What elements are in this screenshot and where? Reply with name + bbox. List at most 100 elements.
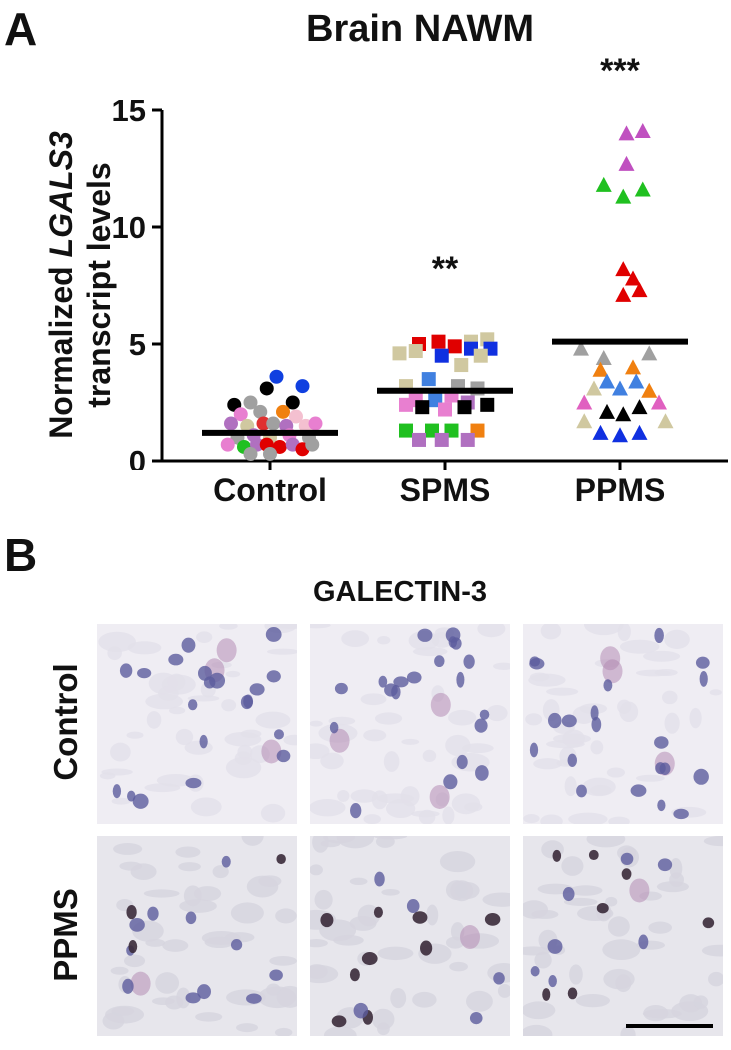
tissue-texture — [401, 738, 420, 745]
tissue-texture — [187, 695, 220, 702]
tissue-texture — [146, 711, 162, 729]
spms-point-1 — [431, 334, 446, 349]
nucleus — [197, 984, 211, 1000]
tissue-texture — [636, 774, 665, 782]
micrograph-ppms-1-image — [97, 836, 297, 1036]
ppms-point-4 — [615, 188, 632, 204]
nucleus — [406, 671, 422, 684]
nucleus — [273, 729, 284, 740]
spms-point-22 — [438, 402, 452, 417]
tissue-texture — [193, 886, 222, 902]
control-point-9 — [289, 409, 303, 424]
tissue-texture — [377, 1022, 390, 1036]
nucleus — [456, 754, 468, 770]
tissue-texture — [179, 899, 217, 913]
tissue-texture — [462, 743, 494, 754]
control-point-7 — [253, 404, 268, 419]
tissue-texture — [563, 897, 598, 906]
tissue-texture — [113, 843, 143, 855]
galectin-positive-nucleus — [349, 968, 360, 982]
tissue-texture — [693, 995, 709, 1009]
nucleus — [562, 887, 575, 902]
tissue-texture — [119, 861, 143, 871]
tissue-texture — [708, 971, 723, 987]
nucleus — [185, 777, 202, 789]
tissue-texture — [260, 803, 286, 823]
pink-cell — [629, 878, 650, 903]
ppms-point-20 — [576, 394, 593, 410]
nucleus — [603, 679, 613, 692]
ppms-point-10 — [573, 340, 589, 356]
ppms-point-27 — [612, 427, 628, 443]
tissue-texture — [363, 814, 381, 824]
micrograph-ppms-2-image — [310, 836, 510, 1036]
tissue-texture — [111, 797, 131, 805]
tissue-texture — [486, 705, 508, 722]
nucleus — [638, 934, 649, 950]
tissue-texture — [236, 1023, 259, 1033]
x-tick-label-ppms: PPMS — [574, 472, 666, 508]
tissue-texture — [703, 836, 723, 847]
ppms-point-25 — [576, 413, 593, 429]
scale-bar — [626, 1024, 713, 1028]
control-point-16 — [308, 416, 323, 431]
spms-point-21 — [415, 400, 430, 415]
nucleus — [185, 992, 201, 1004]
ppms-point-5 — [634, 181, 651, 197]
ppms-point-29 — [657, 413, 674, 429]
micrograph-control-3 — [523, 624, 723, 824]
nucleus — [384, 683, 398, 697]
nucleus — [620, 852, 634, 865]
tissue-texture — [575, 994, 610, 1008]
ppms-point-17 — [612, 380, 628, 396]
nucleus — [230, 939, 243, 951]
control-point-12 — [256, 416, 271, 431]
tissue-texture — [568, 885, 603, 896]
spms-point-25 — [399, 423, 413, 438]
control-point-22 — [220, 437, 235, 452]
tissue-texture — [540, 624, 562, 640]
significance-ppms: *** — [600, 52, 640, 90]
pink-cell — [459, 925, 480, 950]
ppms-point-1 — [634, 123, 651, 139]
ppms-point-11 — [595, 350, 612, 366]
nucleus — [695, 656, 710, 669]
ppms-point-0 — [618, 125, 635, 141]
tissue-texture — [266, 983, 281, 996]
tissue-texture — [374, 712, 403, 725]
tissue-texture — [255, 711, 291, 729]
spms-point-7 — [434, 348, 449, 363]
control-point-4 — [285, 395, 300, 410]
tissue-texture — [615, 974, 632, 993]
control-point-1 — [243, 395, 258, 410]
control-point-30 — [243, 446, 258, 461]
y-tick-label-10: 10 — [112, 210, 146, 245]
spms-point-11 — [473, 348, 488, 363]
spms-point-10 — [454, 358, 469, 373]
y-tick-label-15: 15 — [112, 93, 146, 128]
pink-cell — [216, 638, 237, 663]
tissue-texture — [375, 836, 395, 848]
micrograph-control-2 — [310, 624, 510, 824]
spms-point-12 — [421, 372, 436, 387]
tissue-texture — [617, 699, 632, 714]
galectin-positive-nucleus — [542, 988, 551, 1001]
control-point-3 — [269, 369, 284, 384]
tissue-texture — [602, 939, 641, 961]
tissue-texture — [323, 836, 356, 844]
galectin-positive-nucleus — [420, 940, 433, 956]
micrograph-ppms-3 — [523, 836, 723, 1036]
tissue-texture — [167, 673, 186, 691]
tissue-texture — [390, 987, 407, 1009]
tissue-texture — [525, 713, 543, 726]
tissue-texture — [377, 636, 391, 645]
tissue-texture — [212, 865, 229, 879]
nucleus — [576, 784, 587, 798]
spms-point-29 — [412, 432, 426, 447]
tissue-texture — [477, 624, 506, 638]
tissue-texture — [664, 629, 690, 650]
spms-point-6 — [408, 344, 423, 359]
tissue-texture — [654, 669, 678, 677]
tissue-texture — [349, 877, 368, 886]
tissue-texture — [105, 1005, 145, 1024]
